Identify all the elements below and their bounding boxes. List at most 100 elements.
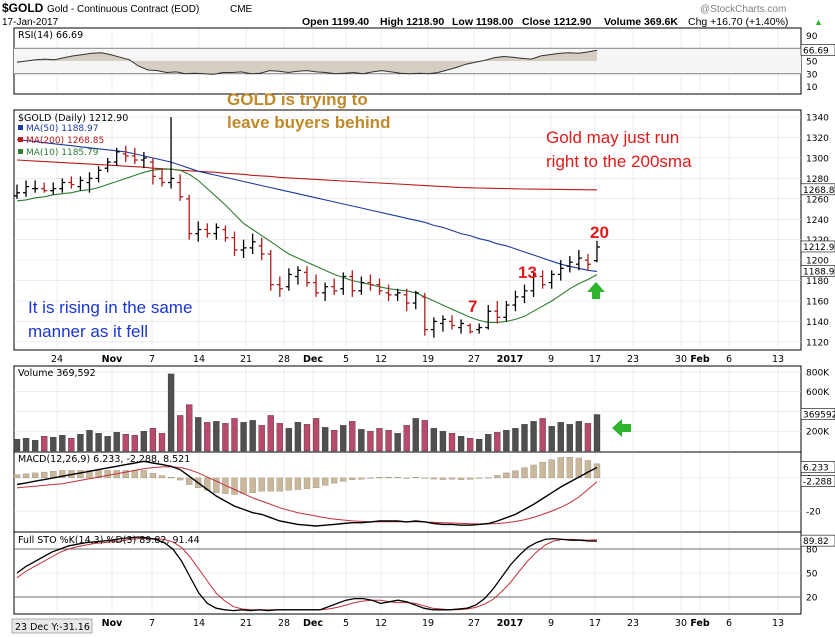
volume-bar [430, 428, 438, 452]
volume-bar [349, 421, 356, 452]
volume-bar [575, 421, 583, 452]
macd-histogram-bar [439, 477, 447, 480]
macd-histogram-bar [430, 477, 438, 480]
x-tick-label: 9 [548, 618, 554, 629]
volume-bar [494, 432, 501, 452]
volume-bar [512, 428, 519, 452]
volume-bar [95, 433, 102, 452]
macd-histogram-bar [349, 477, 356, 480]
macd-histogram-bar [276, 477, 283, 492]
macd-histogram-bar [466, 477, 474, 480]
volume-bar [503, 430, 510, 452]
x-tick-label: 7 [149, 618, 155, 629]
x-tick-label: 30 [675, 354, 687, 365]
x-tick-label: 5 [343, 354, 349, 365]
macd-legend: MACD(12,26,9) 6.233, -2.288, 8.521 [18, 454, 190, 465]
x-tick-label: 7 [149, 354, 155, 365]
volume-legend: Volume 369,592 [18, 368, 96, 379]
ma200-line [16, 159, 597, 191]
chart-date: 17-Jan-2017 [2, 17, 59, 28]
y-axis-ticks: 907050301066.691340132013001280126012401… [800, 32, 835, 604]
x-tick-label: Dec [303, 618, 323, 629]
macd-histogram-bar [13, 474, 21, 479]
annotation-note-line2: right to the 200sma [546, 152, 692, 171]
volume-bar [439, 431, 447, 452]
macd-histogram-bar [421, 477, 428, 479]
x-tick-label: 12 [375, 618, 387, 629]
volume-bar [448, 433, 456, 452]
ma200-last-label: 1268.8 [803, 186, 835, 196]
x-tick-label: 28 [278, 354, 290, 365]
crosshair-readout [11, 618, 93, 634]
change-value: Chg +16.70 (+1.40%) [688, 16, 788, 28]
volume-bar [186, 404, 193, 452]
x-tick-label: 30 [675, 618, 687, 629]
macd-histogram-bar [321, 477, 329, 486]
macd-histogram-bar [521, 467, 528, 479]
volume-bar [50, 437, 57, 452]
macd-histogram-bar [131, 470, 138, 479]
volume-bar [131, 435, 138, 452]
volume-bar [167, 373, 175, 452]
y-tick-label: 1120 [806, 338, 829, 348]
sto-last-label-box [800, 534, 835, 547]
instrument-name: Gold - Continuous Contract (EOD) [47, 4, 199, 15]
macd-line [16, 460, 598, 527]
rsi-legend: RSI(14) 66.69 [18, 30, 83, 41]
macd-histogram-bar [176, 477, 184, 481]
macd-histogram-bar [394, 477, 401, 479]
y-tick-label: 90 [806, 32, 818, 42]
x-tick-label: 28 [278, 618, 290, 629]
crosshair-readout-text: 23 Dec Y:-31.16 [15, 622, 90, 633]
y-tick-label: 1320 [806, 134, 829, 144]
macd-histogram-bar [231, 477, 238, 495]
price-last-label-box [800, 240, 835, 253]
symbol-label: $GOLD [2, 1, 44, 15]
macd-histogram-bar [557, 457, 564, 479]
count-20-label: 20 [590, 223, 609, 242]
sto-k-line [16, 536, 598, 612]
volume-bar [204, 422, 211, 452]
macd-histogram-bar [367, 477, 374, 479]
macd-signal-last-label: -2.288 [803, 478, 832, 488]
x-tick-label: 19 [422, 354, 434, 365]
x-tick-label: 21 [240, 618, 252, 629]
macd-histogram-bar [412, 477, 419, 479]
left-arrow-icon [612, 419, 631, 437]
x-tick-label: 14 [193, 354, 205, 365]
volume-bar [476, 438, 483, 452]
x-tick-label: 6 [726, 354, 732, 365]
macd-histogram-bar [249, 477, 256, 493]
sto-legend: Full STO %K(14,3) %D(3) 89.82, 91.44 [18, 535, 200, 546]
macd-histogram-bar [457, 477, 465, 480]
volume-bar [231, 418, 238, 452]
volume-bar [213, 421, 220, 452]
macd-histogram-bar [548, 459, 555, 479]
x-tick-label: 13 [772, 354, 784, 365]
y-tick-label: 50 [806, 58, 818, 68]
volume-bar [104, 436, 111, 452]
volume-bar [421, 420, 428, 452]
x-tick-label: 19 [422, 618, 434, 629]
volume-bar [113, 432, 120, 452]
macd-histogram-bar [59, 470, 66, 479]
ma50-line [16, 139, 598, 272]
high-value: High 1218.90 [380, 16, 444, 28]
macd-histogram-bar [149, 473, 157, 479]
macd-histogram-bar [340, 477, 347, 482]
y-tick-label: 30 [806, 70, 818, 80]
volume-bar [557, 422, 564, 452]
watermark: @StockCharts.com [700, 4, 786, 15]
sto-last-label: 89.82 [803, 537, 829, 547]
macd-histogram-bar [512, 470, 519, 479]
macd-histogram-bar [331, 477, 338, 484]
macd-histogram-bar [31, 472, 39, 479]
macd-histogram-bar [77, 470, 84, 479]
macd-histogram-bar [213, 477, 220, 493]
macd-histogram-bar [385, 477, 392, 479]
volume-bar [530, 421, 537, 452]
macd-histogram-bar [494, 475, 501, 479]
ma50-last-label: 1188.9 [803, 267, 835, 277]
x-tick-label: 5 [343, 618, 349, 629]
ma50-swatch [18, 125, 23, 130]
